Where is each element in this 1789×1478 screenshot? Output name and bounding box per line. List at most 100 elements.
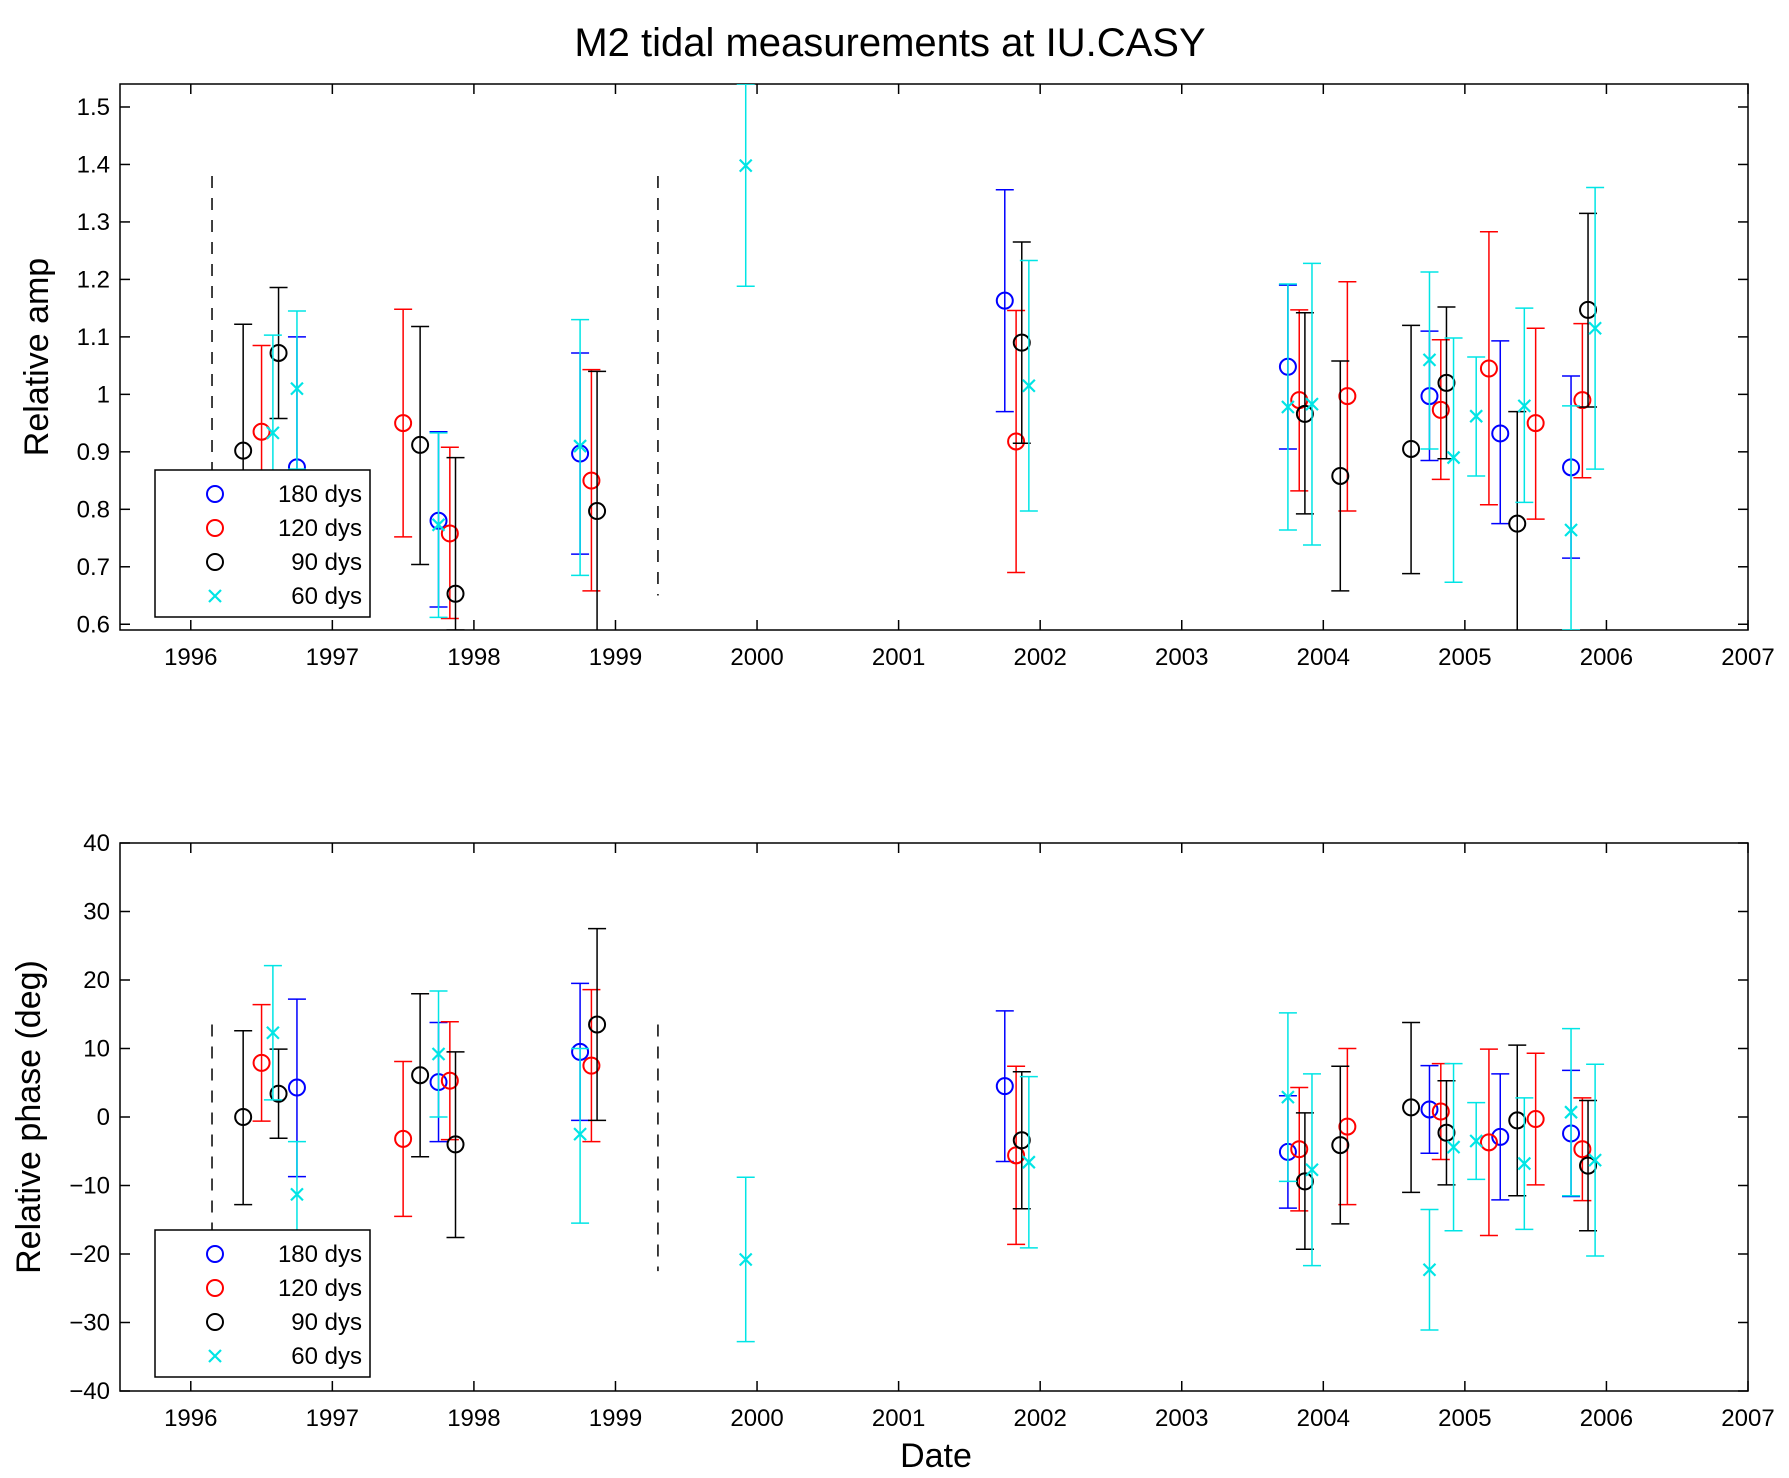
data-point — [290, 381, 304, 396]
data-point — [1469, 409, 1483, 423]
data-point — [582, 471, 601, 490]
data-point — [1290, 1140, 1309, 1159]
data-point — [738, 158, 753, 173]
amplitude-panel: 1996 1997 1998 1999 2000 2001 2002 2003 2004 2005… — [18, 83, 1775, 671]
data-point — [287, 1078, 306, 1097]
y-tick-label: −30 — [69, 1310, 110, 1337]
axes-frame — [119, 83, 1749, 631]
data-point — [234, 441, 253, 460]
data-point — [1573, 1140, 1592, 1159]
data-point — [588, 1015, 607, 1034]
x-tick-label: 2006 — [1580, 644, 1633, 671]
x-tick-label: 1998 — [447, 1405, 500, 1432]
data-point — [1305, 397, 1319, 411]
series-60-dys — [263, 84, 1605, 630]
data-point — [1431, 1102, 1450, 1121]
legend-marker — [206, 485, 224, 503]
y-tick-label: −10 — [69, 1173, 110, 1200]
data-point — [1007, 432, 1026, 451]
legend-marker — [206, 1245, 224, 1263]
data-point — [1564, 523, 1578, 537]
data-point — [1517, 1156, 1532, 1171]
legend-box — [154, 469, 371, 618]
y-tick-label: −40 — [69, 1378, 110, 1405]
data-point — [1281, 1090, 1295, 1104]
legend-marker — [206, 519, 224, 537]
series-90-dys — [234, 927, 1598, 1250]
y-axis-label: Relative amp — [18, 258, 56, 456]
data-point — [1305, 1162, 1319, 1177]
data-point — [1508, 1111, 1527, 1130]
data-point — [1588, 1153, 1602, 1167]
y-tick-label: 0.8 — [77, 496, 110, 523]
y-tick-label: 20 — [83, 967, 110, 994]
data-point — [1479, 359, 1498, 378]
data-point — [252, 422, 271, 441]
data-point — [1420, 1100, 1439, 1119]
data-point — [588, 502, 607, 521]
legend-label: 180 dys — [278, 481, 362, 508]
x-tick-label: 1997 — [306, 1405, 359, 1432]
x-tick-label: 1997 — [306, 644, 359, 671]
y-axis-label: Relative phase (deg) — [10, 960, 48, 1274]
legend: 180 dys 120 dys 90 dys 60 dys — [154, 1229, 371, 1378]
y-tick-label: 0.7 — [77, 554, 110, 581]
data-point — [995, 291, 1014, 310]
data-point — [269, 1084, 288, 1103]
x-tick-label: 2003 — [1155, 1405, 1208, 1432]
y-tick-label: −20 — [69, 1241, 110, 1268]
y-tick-label: 0.6 — [77, 611, 110, 638]
data-point — [1573, 391, 1592, 410]
legend-box — [154, 1229, 371, 1378]
legend-label: 120 dys — [278, 515, 362, 542]
y-tick-label: 10 — [83, 1036, 110, 1063]
data-point — [252, 1053, 271, 1072]
x-tick-label: 2004 — [1297, 644, 1350, 671]
data-point — [738, 1252, 753, 1267]
data-point — [1517, 399, 1532, 413]
data-point — [573, 1127, 587, 1141]
legend-label: 60 dys — [291, 583, 362, 610]
data-point — [1579, 300, 1598, 319]
data-point — [1402, 1098, 1421, 1117]
data-point — [1437, 1123, 1456, 1142]
data-point — [1431, 400, 1450, 419]
y-tick-label: 1.5 — [77, 94, 110, 121]
plot-area — [211, 84, 1605, 630]
data-point — [573, 439, 587, 453]
x-tick-label: 1996 — [164, 1405, 217, 1432]
data-point — [411, 1066, 430, 1085]
x-tick-label: 2002 — [1013, 644, 1066, 671]
legend-marker — [206, 553, 224, 571]
series-180-dys — [287, 982, 1581, 1209]
data-point — [1446, 450, 1461, 465]
data-point — [1564, 1105, 1578, 1119]
data-point — [266, 1025, 280, 1040]
legend-marker — [208, 1349, 222, 1363]
data-point — [446, 584, 465, 603]
data-point — [266, 426, 280, 440]
data-point — [411, 435, 430, 454]
data-point — [269, 343, 288, 362]
data-point — [1588, 321, 1602, 336]
data-point — [582, 1056, 601, 1075]
x-tick-label: 2006 — [1580, 1405, 1633, 1432]
data-point — [1295, 404, 1314, 423]
data-point — [1579, 1156, 1598, 1175]
y-tick-label: 0 — [97, 1104, 110, 1131]
data-point — [1526, 414, 1545, 433]
x-tick-label: 2007 — [1721, 644, 1774, 671]
x-tick-label: 2002 — [1013, 1405, 1066, 1432]
data-point — [995, 1077, 1014, 1096]
y-tick-label: 1 — [97, 381, 110, 408]
data-point — [1526, 1110, 1545, 1129]
data-point — [446, 1135, 465, 1154]
data-point — [1491, 1127, 1510, 1146]
x-tick-label: 2004 — [1297, 1405, 1350, 1432]
data-point — [1437, 373, 1456, 392]
data-point — [1022, 1155, 1036, 1169]
x-tick-label: 1998 — [447, 644, 500, 671]
data-point — [1402, 439, 1421, 458]
data-point — [431, 518, 446, 532]
